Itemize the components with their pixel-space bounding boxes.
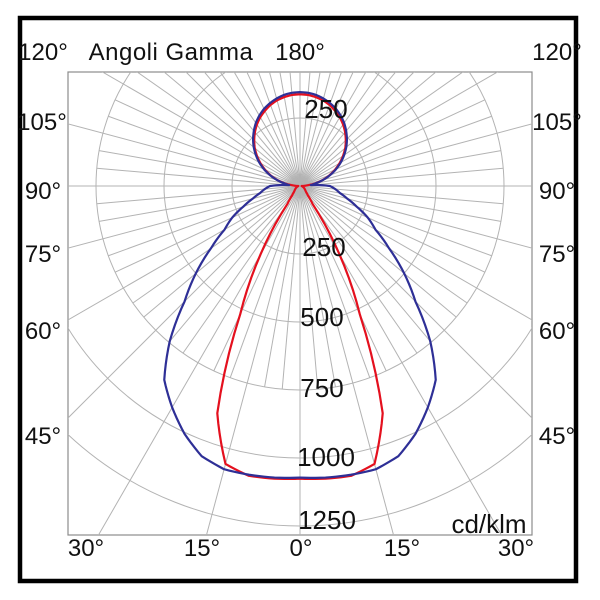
gamma-line-major bbox=[97, 185, 301, 535]
gamma-axis-label-right: 60° bbox=[538, 318, 576, 345]
gamma-line-minor bbox=[229, 185, 301, 378]
gamma-line-minor bbox=[213, 185, 301, 372]
gamma-axis-label-left: 60° bbox=[24, 318, 62, 345]
gamma-line-minor bbox=[299, 167, 504, 187]
gamma-line-major bbox=[299, 72, 415, 187]
gamma-line-minor bbox=[289, 72, 301, 187]
gamma-line-minor bbox=[299, 185, 387, 372]
gamma-line-minor bbox=[257, 72, 301, 187]
gamma-line-minor bbox=[299, 185, 468, 304]
gamma-line-minor bbox=[99, 185, 301, 222]
ring-value-label: 1250 bbox=[298, 505, 356, 535]
gamma-line-minor bbox=[299, 185, 486, 273]
gamma-line-minor bbox=[114, 185, 301, 273]
gamma-line-major bbox=[268, 72, 301, 187]
gamma-line-minor bbox=[108, 185, 301, 257]
gamma-line-major bbox=[299, 72, 499, 187]
gamma-axis-label-right: 90° bbox=[538, 178, 576, 205]
gamma-line-minor bbox=[299, 72, 381, 187]
gamma-line-minor bbox=[299, 72, 321, 187]
gamma-line-minor bbox=[99, 150, 301, 187]
gamma-line-minor bbox=[299, 72, 311, 187]
intensity-curves bbox=[163, 91, 437, 481]
gamma-line-major bbox=[299, 185, 532, 419]
gamma-line-minor bbox=[264, 185, 301, 387]
gamma-line-major bbox=[185, 72, 301, 187]
ring-value-label: 500 bbox=[300, 302, 344, 332]
gamma-line-minor bbox=[299, 185, 457, 318]
unit-label: cd/klm bbox=[451, 509, 527, 539]
gamma-line-minor bbox=[281, 185, 301, 390]
gamma-line-minor bbox=[299, 72, 397, 187]
gamma-line-minor bbox=[203, 72, 301, 187]
gamma-axis-label-left: 90° bbox=[24, 178, 62, 205]
gamma-axis-label-left: 120° bbox=[18, 39, 68, 66]
gamma-line-minor bbox=[219, 72, 301, 187]
ring-value-label: 250 bbox=[304, 94, 348, 124]
gamma-axis-label-right: 75° bbox=[538, 241, 576, 268]
gamma-axis-label-left: 45° bbox=[24, 423, 62, 450]
gamma-line-minor bbox=[299, 72, 437, 187]
gamma-axis-label-bottom: 15° bbox=[183, 535, 221, 562]
gamma-line-minor bbox=[96, 167, 301, 187]
gamma-line-minor bbox=[299, 99, 486, 187]
gamma-line-minor bbox=[299, 72, 464, 187]
gamma-line-minor bbox=[299, 185, 371, 378]
gamma-axis-label-left: 105° bbox=[17, 109, 67, 136]
gamma-line-major bbox=[233, 72, 301, 187]
gamma-axis-label-right: 45° bbox=[538, 423, 576, 450]
outer-frame bbox=[17, 15, 579, 584]
gamma-line-minor bbox=[299, 72, 343, 187]
gamma-line-minor bbox=[132, 185, 301, 304]
gamma-line-minor bbox=[136, 72, 301, 187]
gamma-line-minor bbox=[163, 72, 301, 187]
gamma-line-minor bbox=[299, 72, 354, 187]
gamma-line-major bbox=[68, 185, 301, 321]
gamma-line-major bbox=[101, 72, 301, 187]
gamma-line-minor bbox=[299, 185, 492, 257]
gamma-line-minor bbox=[299, 185, 432, 343]
gamma-line-major bbox=[299, 185, 395, 535]
gamma-line-major bbox=[68, 185, 301, 419]
gamma-axis-label-right: 105° bbox=[532, 109, 582, 136]
ring-value-label: 750 bbox=[300, 373, 344, 403]
gamma-axis-label-right: 120° bbox=[532, 39, 582, 66]
gamma-line-major bbox=[205, 185, 301, 535]
gamma-line-major bbox=[299, 123, 532, 187]
gamma-line-minor bbox=[143, 185, 301, 318]
chart-title: Angoli Gamma bbox=[88, 39, 254, 66]
gamma-line-minor bbox=[299, 150, 501, 187]
gamma-axis-label-bottom: 0° bbox=[289, 535, 313, 562]
gamma-line-major bbox=[299, 185, 532, 249]
ring-value-label: 250 bbox=[302, 232, 346, 262]
gamma-line-major bbox=[68, 185, 301, 249]
gamma-line-minor bbox=[299, 185, 336, 387]
gamma-line-major bbox=[299, 72, 332, 187]
gamma-line-minor bbox=[299, 185, 501, 222]
gamma-axis-label-bottom: 30° bbox=[67, 535, 105, 562]
gamma-line-major bbox=[299, 185, 503, 535]
gamma-line-minor bbox=[279, 72, 301, 187]
gamma-line-minor bbox=[114, 99, 301, 187]
gamma-line-minor bbox=[299, 185, 319, 390]
blue-curve bbox=[163, 91, 437, 479]
gamma-line-minor bbox=[168, 185, 301, 343]
gamma-line-major bbox=[299, 72, 367, 187]
gamma-line-major bbox=[299, 185, 532, 321]
gamma-line-major bbox=[68, 123, 301, 187]
gamma-axis-label-bottom: 15° bbox=[383, 535, 421, 562]
gamma-axis-label-bottom: 30° bbox=[497, 535, 535, 562]
gamma-label-180: 180° bbox=[275, 39, 325, 66]
gamma-line-minor bbox=[246, 72, 301, 187]
ring-value-label: 1000 bbox=[297, 442, 355, 472]
gamma-axis-label-left: 75° bbox=[24, 241, 62, 268]
